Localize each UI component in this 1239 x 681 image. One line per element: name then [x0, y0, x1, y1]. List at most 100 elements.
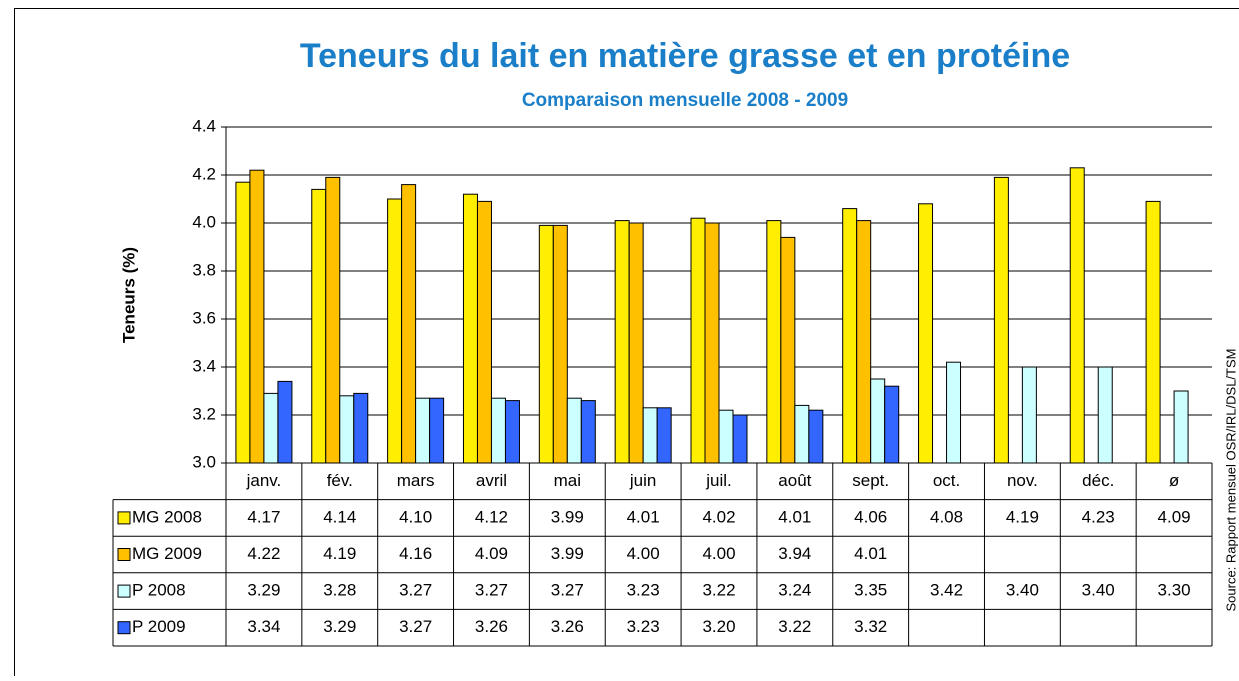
- bar: [781, 237, 795, 463]
- legend-label: MG 2009: [132, 544, 202, 563]
- y-tick-label: 3.2: [192, 404, 216, 423]
- table-value: 3.27: [551, 581, 584, 600]
- table-value: 3.40: [1082, 581, 1115, 600]
- legend-swatch: [118, 622, 130, 634]
- table-value: 4.01: [778, 507, 811, 526]
- bar: [539, 225, 553, 463]
- y-tick-label: 3.0: [192, 452, 216, 471]
- table-value: 4.14: [323, 507, 356, 526]
- legend-label: MG 2008: [132, 507, 202, 526]
- y-axis-label: Teneurs (%): [119, 247, 138, 343]
- table-value: 4.00: [627, 544, 660, 563]
- bar: [505, 401, 519, 463]
- bar: [643, 408, 657, 463]
- table-value: 3.23: [627, 617, 660, 636]
- table-value: 4.01: [627, 507, 660, 526]
- bar: [629, 223, 643, 463]
- x-tick-label: mars: [397, 471, 435, 490]
- bar: [719, 410, 733, 463]
- table-value: 3.42: [930, 581, 963, 600]
- table-value: 3.99: [551, 507, 584, 526]
- bar: [795, 405, 809, 463]
- table-value: 4.10: [399, 507, 432, 526]
- x-tick-label: janv.: [246, 471, 282, 490]
- legend-swatch: [118, 585, 130, 597]
- bar: [402, 185, 416, 463]
- bar: [477, 201, 491, 463]
- bar: [567, 398, 581, 463]
- bar: [1174, 391, 1188, 463]
- bar: [857, 221, 871, 463]
- bar: [278, 381, 292, 463]
- y-tick-label: 3.8: [192, 260, 216, 279]
- table-value: 4.01: [854, 544, 887, 563]
- legend-label: P 2008: [132, 581, 186, 600]
- bar: [615, 221, 629, 463]
- table-value: 4.06: [854, 507, 887, 526]
- bar: [250, 170, 264, 463]
- bar: [767, 221, 781, 463]
- table-value: 4.19: [323, 544, 356, 563]
- bar: [871, 379, 885, 463]
- table-value: 4.09: [1158, 507, 1191, 526]
- x-tick-label: fév.: [327, 471, 353, 490]
- table-value: 4.22: [247, 544, 280, 563]
- table-value: 3.26: [551, 617, 584, 636]
- source-note: Source: Rapport mensuel OSR/IRL/DSL/TSM: [1223, 349, 1238, 612]
- table-value: 3.22: [778, 617, 811, 636]
- x-tick-label: juil.: [705, 471, 732, 490]
- x-tick-label: avril: [476, 471, 507, 490]
- table-value: 4.09: [475, 544, 508, 563]
- x-tick-label: mai: [554, 471, 581, 490]
- x-tick-label: août: [778, 471, 811, 490]
- table-value: 3.26: [475, 617, 508, 636]
- y-tick-label: 3.6: [192, 308, 216, 327]
- bar: [463, 194, 477, 463]
- x-tick-label: nov.: [1007, 471, 1038, 490]
- table-value: 3.27: [399, 617, 432, 636]
- bar: [1070, 168, 1084, 463]
- chart-title: Teneurs du lait en matière grasse et en …: [300, 37, 1070, 75]
- table-value: 3.27: [399, 581, 432, 600]
- bar: [236, 182, 250, 463]
- table-value: 3.30: [1158, 581, 1191, 600]
- x-tick-label: juin: [629, 471, 656, 490]
- table-value: 3.23: [627, 581, 660, 600]
- table-value: 3.22: [702, 581, 735, 600]
- table-value: 4.12: [475, 507, 508, 526]
- bar: [388, 199, 402, 463]
- bar: [733, 415, 747, 463]
- bar: [1098, 367, 1112, 463]
- bar: [843, 209, 857, 463]
- bar: [1146, 201, 1160, 463]
- y-tick-label: 3.4: [192, 356, 216, 375]
- x-tick-label: déc.: [1082, 471, 1114, 490]
- table-value: 4.23: [1082, 507, 1115, 526]
- bar: [430, 398, 444, 463]
- bar: [491, 398, 505, 463]
- table-value: 3.27: [475, 581, 508, 600]
- table-value: 3.24: [778, 581, 811, 600]
- table-value: 4.19: [1006, 507, 1039, 526]
- bar: [705, 223, 719, 463]
- bar: [994, 177, 1008, 463]
- y-tick-label: 4.2: [192, 164, 216, 183]
- table-value: 3.40: [1006, 581, 1039, 600]
- bar: [1022, 367, 1036, 463]
- table-value: 4.00: [702, 544, 735, 563]
- chart-subtitle: Comparaison mensuelle 2008 - 2009: [522, 90, 848, 111]
- table-value: 3.99: [551, 544, 584, 563]
- legend-swatch: [118, 512, 130, 524]
- table-value: 4.08: [930, 507, 963, 526]
- bar: [326, 177, 340, 463]
- x-tick-label: oct.: [933, 471, 960, 490]
- bar: [416, 398, 430, 463]
- table-value: 4.02: [702, 507, 735, 526]
- bar: [657, 408, 671, 463]
- table-value: 3.35: [854, 581, 887, 600]
- bar: [919, 204, 933, 463]
- table-value: 4.17: [247, 507, 280, 526]
- legend-label: P 2009: [132, 617, 186, 636]
- bar: [264, 393, 278, 463]
